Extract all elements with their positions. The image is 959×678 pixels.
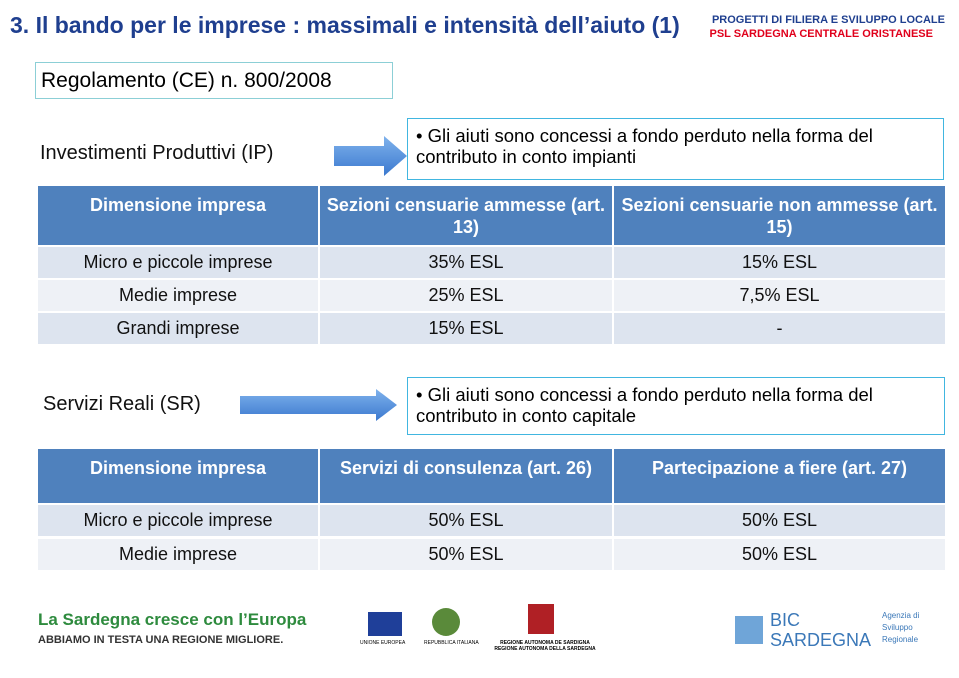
note-text: Gli aiuti sono concessi a fondo perduto … (416, 384, 873, 426)
table-cell: 15% ESL (320, 313, 612, 344)
table-cell: 50% ESL (320, 505, 612, 536)
ras-label: REGIONE AUTONOMA DE SARDIGNA REGIONE AUT… (494, 640, 596, 652)
header-cell: Dimensione impresa (38, 186, 318, 245)
table-cell: Medie imprese (38, 539, 318, 570)
header-right: PROGETTI DI FILIERA E SVILUPPO LOCALE (711, 14, 945, 26)
footer: La Sardegna cresce con l’Europa ABBIAMO … (0, 596, 959, 678)
title: 3. Il bando per le imprese : massimali e… (10, 12, 680, 38)
bic-logo (735, 616, 763, 644)
tagline: ABBIAMO IN TESTA UNA REGIONE MIGLIORE. (38, 634, 284, 646)
bic-label: BIC SARDEGNA (770, 610, 872, 650)
note-text: Gli aiuti sono concessi a fondo perduto … (416, 125, 873, 167)
it-emblem (432, 608, 460, 636)
arrow (240, 389, 397, 421)
table-cell: 7,5% ESL (614, 280, 945, 311)
table-cell: 50% ESL (320, 539, 612, 570)
eu-flag (368, 612, 402, 636)
agency-label: Agenzia di Sviluppo Regionale (882, 611, 920, 644)
eu-label: UNIONE EUROPEA (360, 640, 406, 646)
table-cell: 35% ESL (320, 247, 612, 278)
section-label: Servizi Reali (SR) (43, 393, 201, 415)
note: • Gli aiuti sono concessi a fondo perdut… (407, 118, 944, 180)
ras-emblem (528, 604, 554, 634)
table-cell: - (614, 313, 945, 344)
table-cell: 50% ESL (614, 505, 945, 536)
slogan: La Sardegna cresce con l’Europa (38, 610, 307, 629)
regulation: Regolamento (CE) n. 800/2008 (35, 62, 393, 99)
header-cell: Servizi di consulenza (art. 26) (320, 449, 612, 503)
table-cell: 25% ESL (320, 280, 612, 311)
section-label: Investimenti Produttivi (IP) (40, 142, 274, 164)
header-cell: Dimensione impresa (38, 449, 318, 503)
header-cell: Partecipazione a fiere (art. 27) (614, 449, 945, 503)
table-cell: 50% ESL (614, 539, 945, 570)
table-cell: Micro e piccole imprese (38, 247, 318, 278)
header-right-sub: PSL SARDEGNA CENTRALE ORISTANESE (709, 28, 934, 40)
table-cell: Medie imprese (38, 280, 318, 311)
header-cell: Sezioni censuarie non ammesse (art. 15) (614, 186, 945, 245)
note: • Gli aiuti sono concessi a fondo perdut… (407, 377, 945, 435)
table-cell: 15% ESL (614, 247, 945, 278)
header-cell: Sezioni censuarie ammesse (art. 13) (320, 186, 612, 245)
table-cell: Grandi imprese (38, 313, 318, 344)
table-cell: Micro e piccole imprese (38, 505, 318, 536)
it-label: REPUBBLICA ITALIANA (424, 640, 479, 646)
arrow (334, 136, 407, 176)
